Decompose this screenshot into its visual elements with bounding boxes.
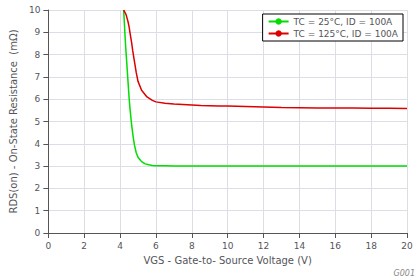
svg-text:16: 16 bbox=[330, 241, 342, 251]
svg-text:10: 10 bbox=[29, 5, 41, 15]
svg-text:4: 4 bbox=[35, 139, 41, 149]
svg-text:2: 2 bbox=[35, 183, 41, 193]
svg-text:1: 1 bbox=[35, 206, 41, 216]
svg-text:6: 6 bbox=[153, 241, 159, 251]
svg-text:6: 6 bbox=[35, 94, 41, 104]
svg-text:8: 8 bbox=[189, 241, 195, 251]
svg-text:10: 10 bbox=[222, 241, 234, 251]
svg-text:0: 0 bbox=[45, 241, 51, 251]
svg-text:VGS - Gate-to- Source Voltage: VGS - Gate-to- Source Voltage (V) bbox=[144, 255, 312, 266]
svg-text:20: 20 bbox=[401, 241, 413, 251]
svg-text:0: 0 bbox=[35, 228, 41, 238]
svg-text:TC = 125°C, ID = 100A: TC = 125°C, ID = 100A bbox=[293, 29, 399, 39]
svg-text:TC = 25°C, ID = 100A: TC = 25°C, ID = 100A bbox=[293, 17, 394, 27]
svg-text:7: 7 bbox=[35, 72, 41, 82]
svg-text:8: 8 bbox=[35, 50, 41, 60]
svg-text:12: 12 bbox=[258, 241, 269, 251]
svg-text:RDS(on) - On-State Resistance: RDS(on) - On-State Resistance (mΩ) bbox=[8, 29, 19, 213]
svg-text:18: 18 bbox=[365, 241, 377, 251]
svg-text:G001: G001 bbox=[394, 269, 415, 278]
svg-text:4: 4 bbox=[117, 241, 123, 251]
svg-text:14: 14 bbox=[294, 241, 306, 251]
svg-text:3: 3 bbox=[35, 161, 41, 171]
svg-text:9: 9 bbox=[35, 27, 41, 37]
svg-text:2: 2 bbox=[81, 241, 87, 251]
svg-text:5: 5 bbox=[35, 117, 41, 127]
